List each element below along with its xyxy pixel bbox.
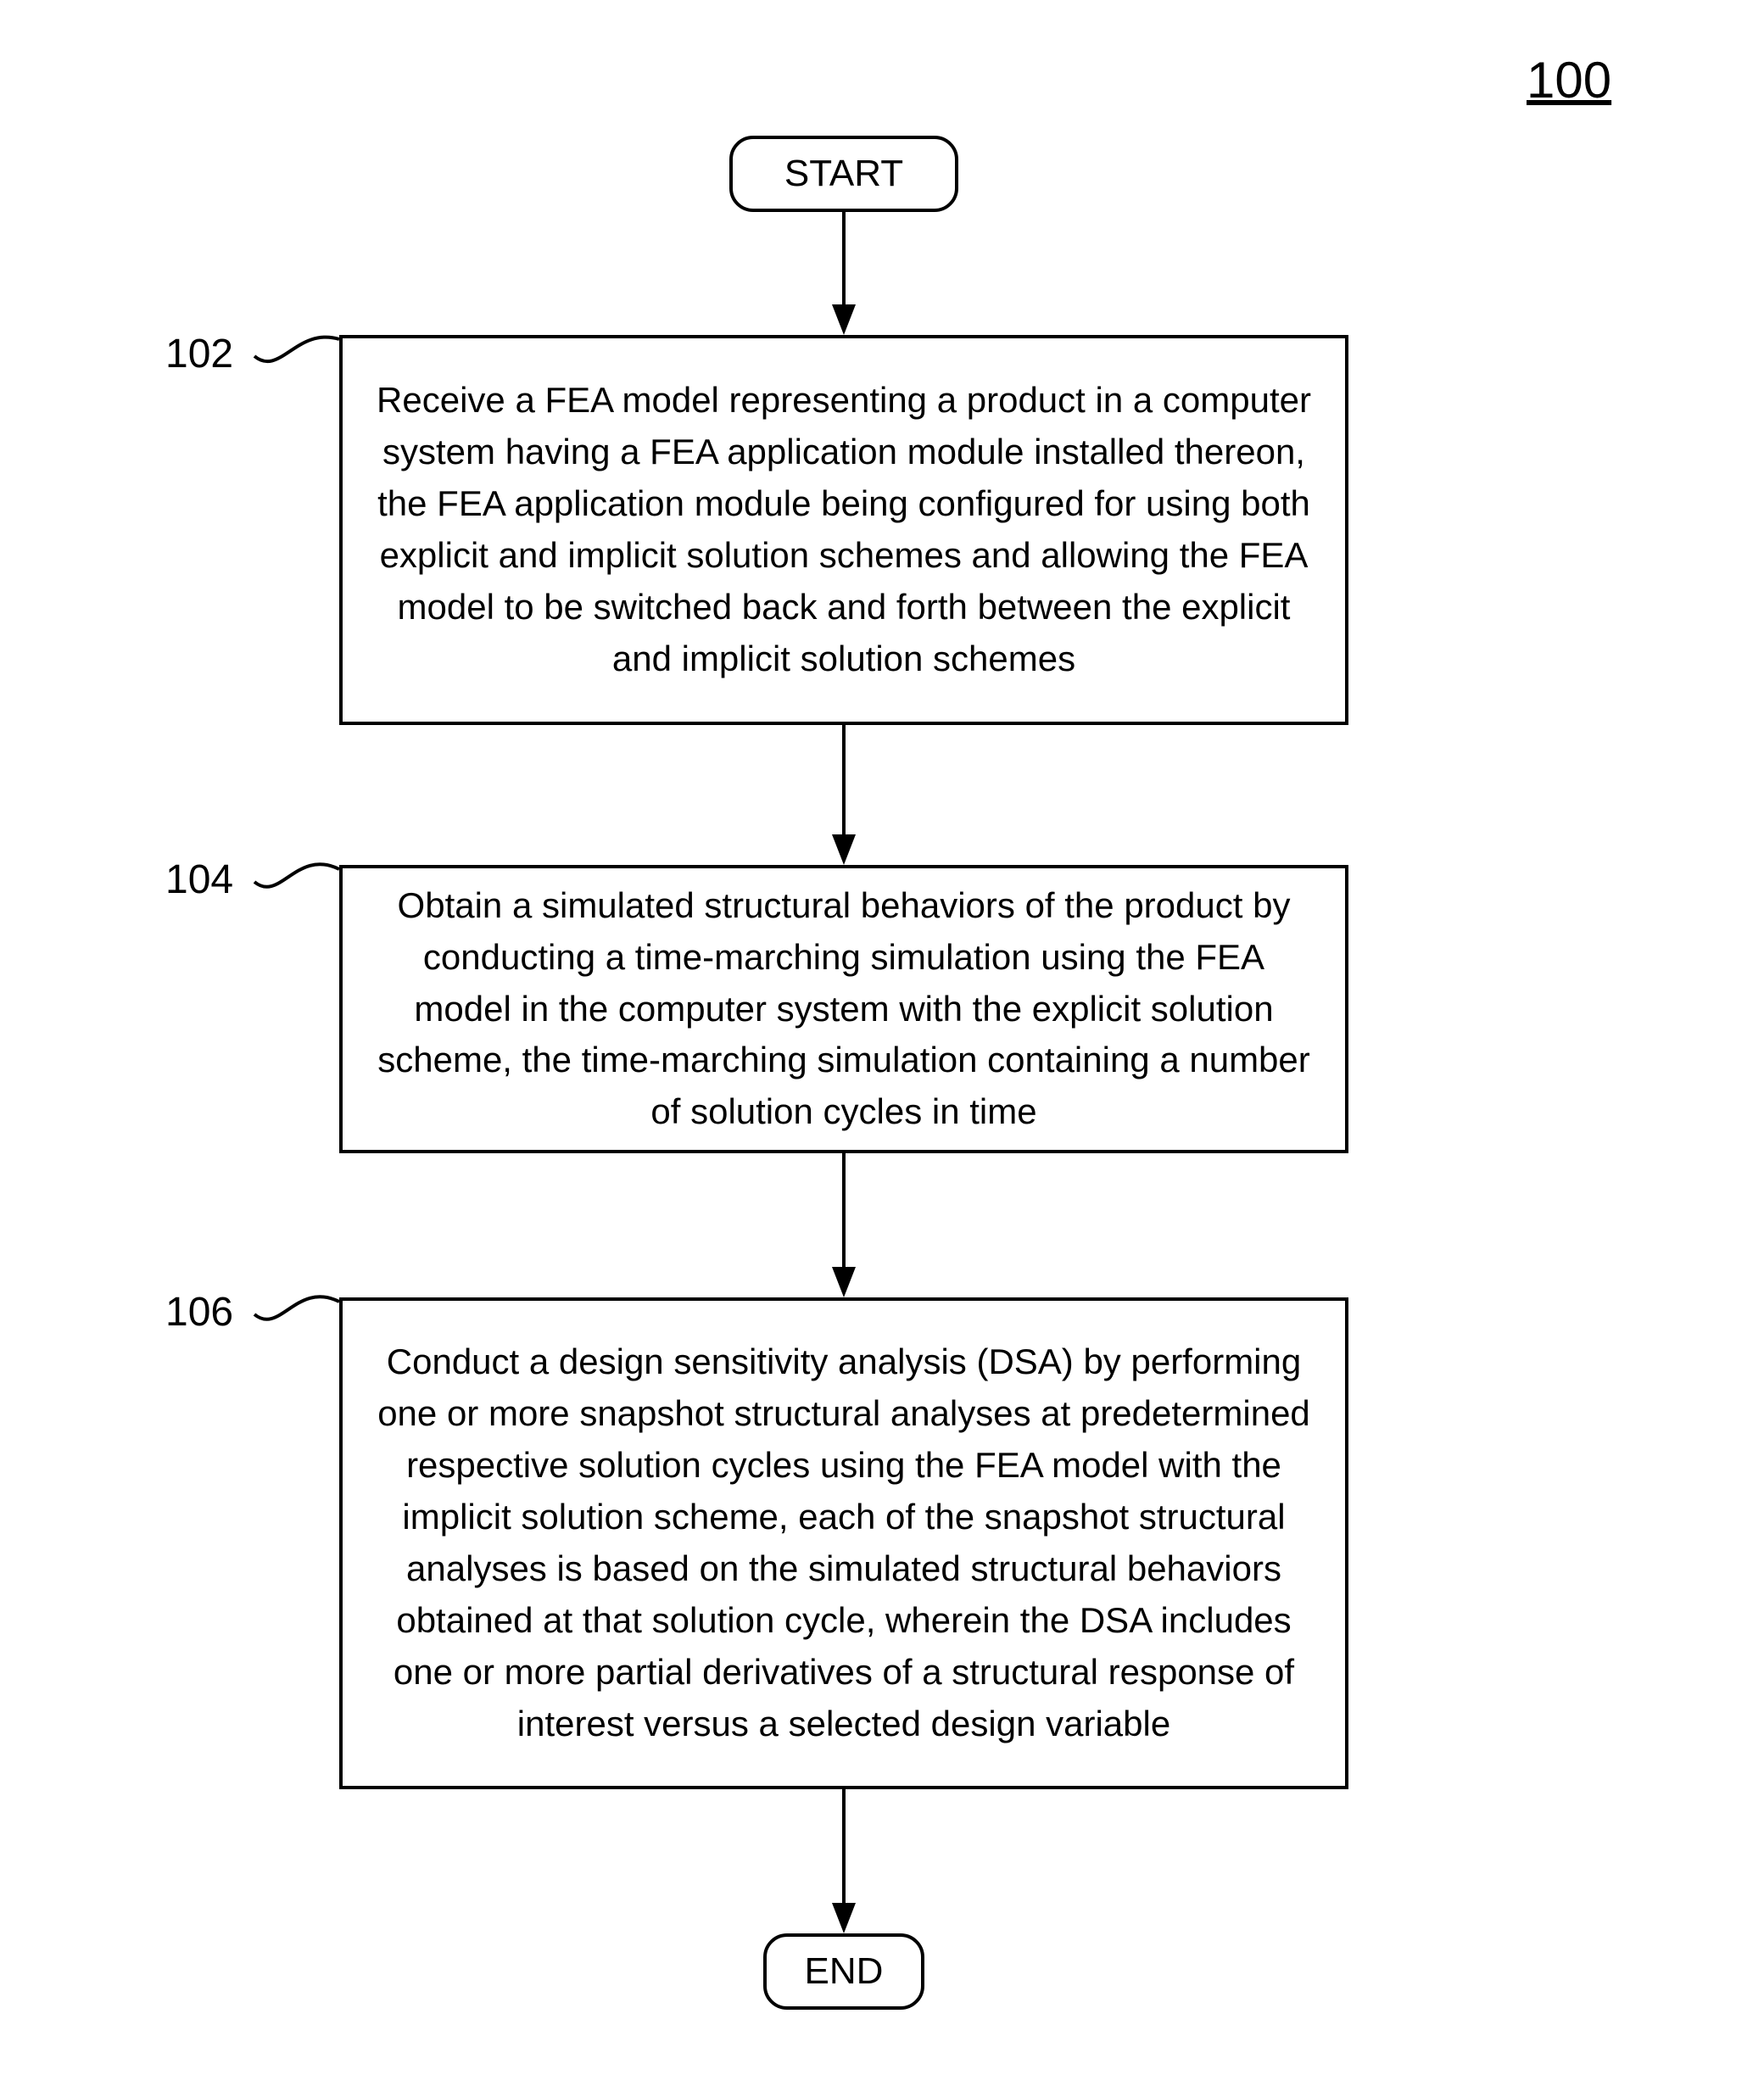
process-text-106: Conduct a design sensitivity analysis (D… — [377, 1336, 1311, 1749]
end-terminator: END — [763, 1933, 924, 2010]
process-text-102: Receive a FEA model representing a produ… — [377, 375, 1311, 684]
step-label-104: 104 — [165, 856, 233, 903]
end-label: END — [805, 1950, 884, 1993]
process-box-106: Conduct a design sensitivity analysis (D… — [339, 1297, 1348, 1789]
step-label-106: 106 — [165, 1289, 233, 1336]
start-label: START — [784, 153, 903, 195]
process-text-104: Obtain a simulated structural behaviors … — [377, 880, 1311, 1138]
flowchart-canvas: 100 START END 102 104 106 Receive a FEA … — [0, 0, 1764, 2075]
process-box-104: Obtain a simulated structural behaviors … — [339, 865, 1348, 1153]
process-box-102: Receive a FEA model representing a produ… — [339, 335, 1348, 725]
step-label-102: 102 — [165, 331, 233, 377]
figure-number: 100 — [1527, 51, 1611, 109]
start-terminator: START — [729, 136, 958, 212]
